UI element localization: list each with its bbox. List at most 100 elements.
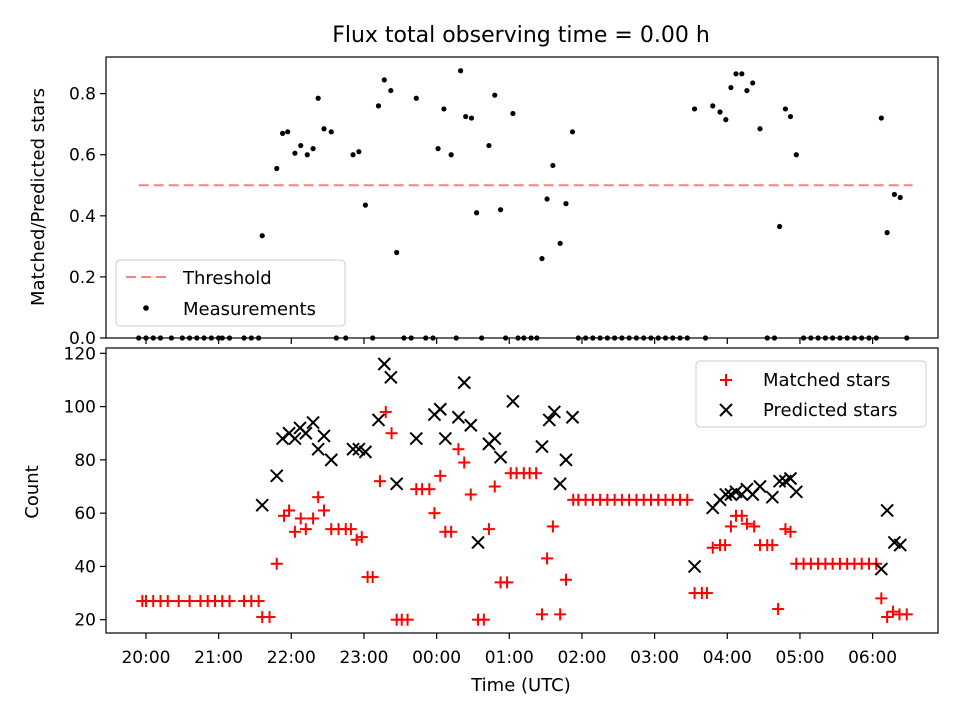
measurement-point <box>764 335 770 341</box>
matched-star-point <box>344 523 357 536</box>
matched-star-point <box>445 525 458 538</box>
measurement-point <box>375 103 382 109</box>
matched-star-point <box>312 491 325 504</box>
bottom-xtick-label: 20:00 <box>121 648 170 668</box>
measurement-point <box>356 149 362 155</box>
measurement-point <box>800 335 807 341</box>
measurement-point <box>873 335 879 341</box>
bottom-legend-box <box>695 360 927 428</box>
matched-star-point <box>379 405 392 418</box>
matched-star-point <box>724 520 737 533</box>
measurement-point <box>274 165 280 172</box>
measurement-point <box>453 335 459 341</box>
predicted-star-point <box>874 562 889 576</box>
predicted-star-point <box>255 498 269 512</box>
bottom-xtick-label: 04:00 <box>703 648 752 668</box>
predicted-star-point <box>506 394 520 408</box>
bottom-xtick-label: 23:00 <box>339 648 388 668</box>
measurement-point <box>457 68 464 74</box>
matched-star-point <box>350 533 363 546</box>
matched-star-point <box>223 595 236 608</box>
predicted-star-point <box>389 477 404 491</box>
predicted-star-point <box>719 487 733 502</box>
matched-star-point <box>464 488 477 501</box>
predicted-star-point <box>471 535 485 550</box>
predicted-star-point <box>288 431 302 446</box>
measurement-point <box>304 152 310 158</box>
measurement-point <box>292 150 298 156</box>
measurement-point <box>837 335 843 341</box>
bottom-y-ticks: 20 40 60 80 100 120 <box>64 344 106 631</box>
measurement-point <box>497 207 504 213</box>
measurement-point <box>544 196 550 202</box>
matched-star-point <box>554 608 567 621</box>
measurement-point <box>168 335 174 341</box>
predicted-star-point <box>384 370 398 385</box>
measurement-point <box>604 335 610 341</box>
matched-star-point <box>541 552 554 565</box>
measurement-point <box>350 152 356 158</box>
predicted-star-point <box>317 429 331 443</box>
bottom-legend: Matched stars Predicted stars <box>695 360 927 428</box>
measurement-point <box>655 335 661 341</box>
bottom-xtick-label: 21:00 <box>194 648 243 668</box>
measurement-point <box>539 255 545 262</box>
predicted-star-point <box>553 477 567 491</box>
measurement-point <box>310 146 316 152</box>
measurement-point <box>891 191 898 198</box>
matched-star-point <box>766 539 779 552</box>
matched-star-point <box>546 520 559 533</box>
measurement-point <box>662 335 669 341</box>
measurement-point <box>597 335 603 341</box>
bottom-xtick-label: 01:00 <box>485 648 534 668</box>
matched-star-point <box>784 525 797 538</box>
predicted-star-point <box>547 405 562 419</box>
measurement-point <box>201 335 207 341</box>
measurement-point <box>468 115 475 121</box>
legend-matched-label: Matched stars <box>763 370 890 391</box>
measurement-point <box>435 146 441 152</box>
bottom-xtick-label: 02:00 <box>557 648 606 668</box>
measurement-point <box>830 335 836 341</box>
measurement-point <box>771 335 778 341</box>
measurement-point <box>503 335 509 341</box>
measurement-point <box>739 71 745 77</box>
predicted-star-point <box>299 426 313 440</box>
bottom-xtick-label: 06:00 <box>848 648 897 668</box>
measurement-point <box>534 335 540 341</box>
measurement-point <box>808 335 814 341</box>
predicted-star-point <box>535 439 549 454</box>
measurement-point <box>321 126 327 132</box>
measurement-point <box>822 335 828 341</box>
measurement-point <box>670 335 676 341</box>
matched-star-point <box>385 427 398 440</box>
measurement-point <box>684 335 690 341</box>
measurement-point <box>776 223 783 230</box>
matched-star-point <box>900 608 913 621</box>
measurement-point <box>315 95 321 101</box>
top-ytick-label: 0.6 <box>69 146 96 166</box>
measurement-point <box>463 113 469 120</box>
predicted-star-point <box>346 442 360 456</box>
matched-star-point <box>355 531 368 544</box>
predicted-star-point <box>772 474 787 488</box>
bottom-xtick-label: 00:00 <box>412 648 461 668</box>
matched-star-point <box>501 576 514 589</box>
measurement-point <box>510 110 516 117</box>
measurement-point <box>859 335 865 341</box>
measurement-point <box>793 152 799 158</box>
predicted-star-point <box>464 418 478 432</box>
matched-star-point <box>779 523 792 536</box>
matched-star-point <box>535 608 548 621</box>
measurement-point <box>492 92 498 98</box>
measurement-point <box>179 335 185 341</box>
matched-star-point <box>735 509 748 522</box>
matched-star-point <box>881 611 894 624</box>
top-axes: 0.00.20.40.60.8 Matched/Predicted stars … <box>28 56 939 349</box>
measurement-point <box>515 335 521 341</box>
predicted-star-point <box>753 479 767 494</box>
matched-star-point <box>458 456 471 469</box>
matched-star-point <box>317 504 330 517</box>
matched-star-point <box>278 509 291 522</box>
